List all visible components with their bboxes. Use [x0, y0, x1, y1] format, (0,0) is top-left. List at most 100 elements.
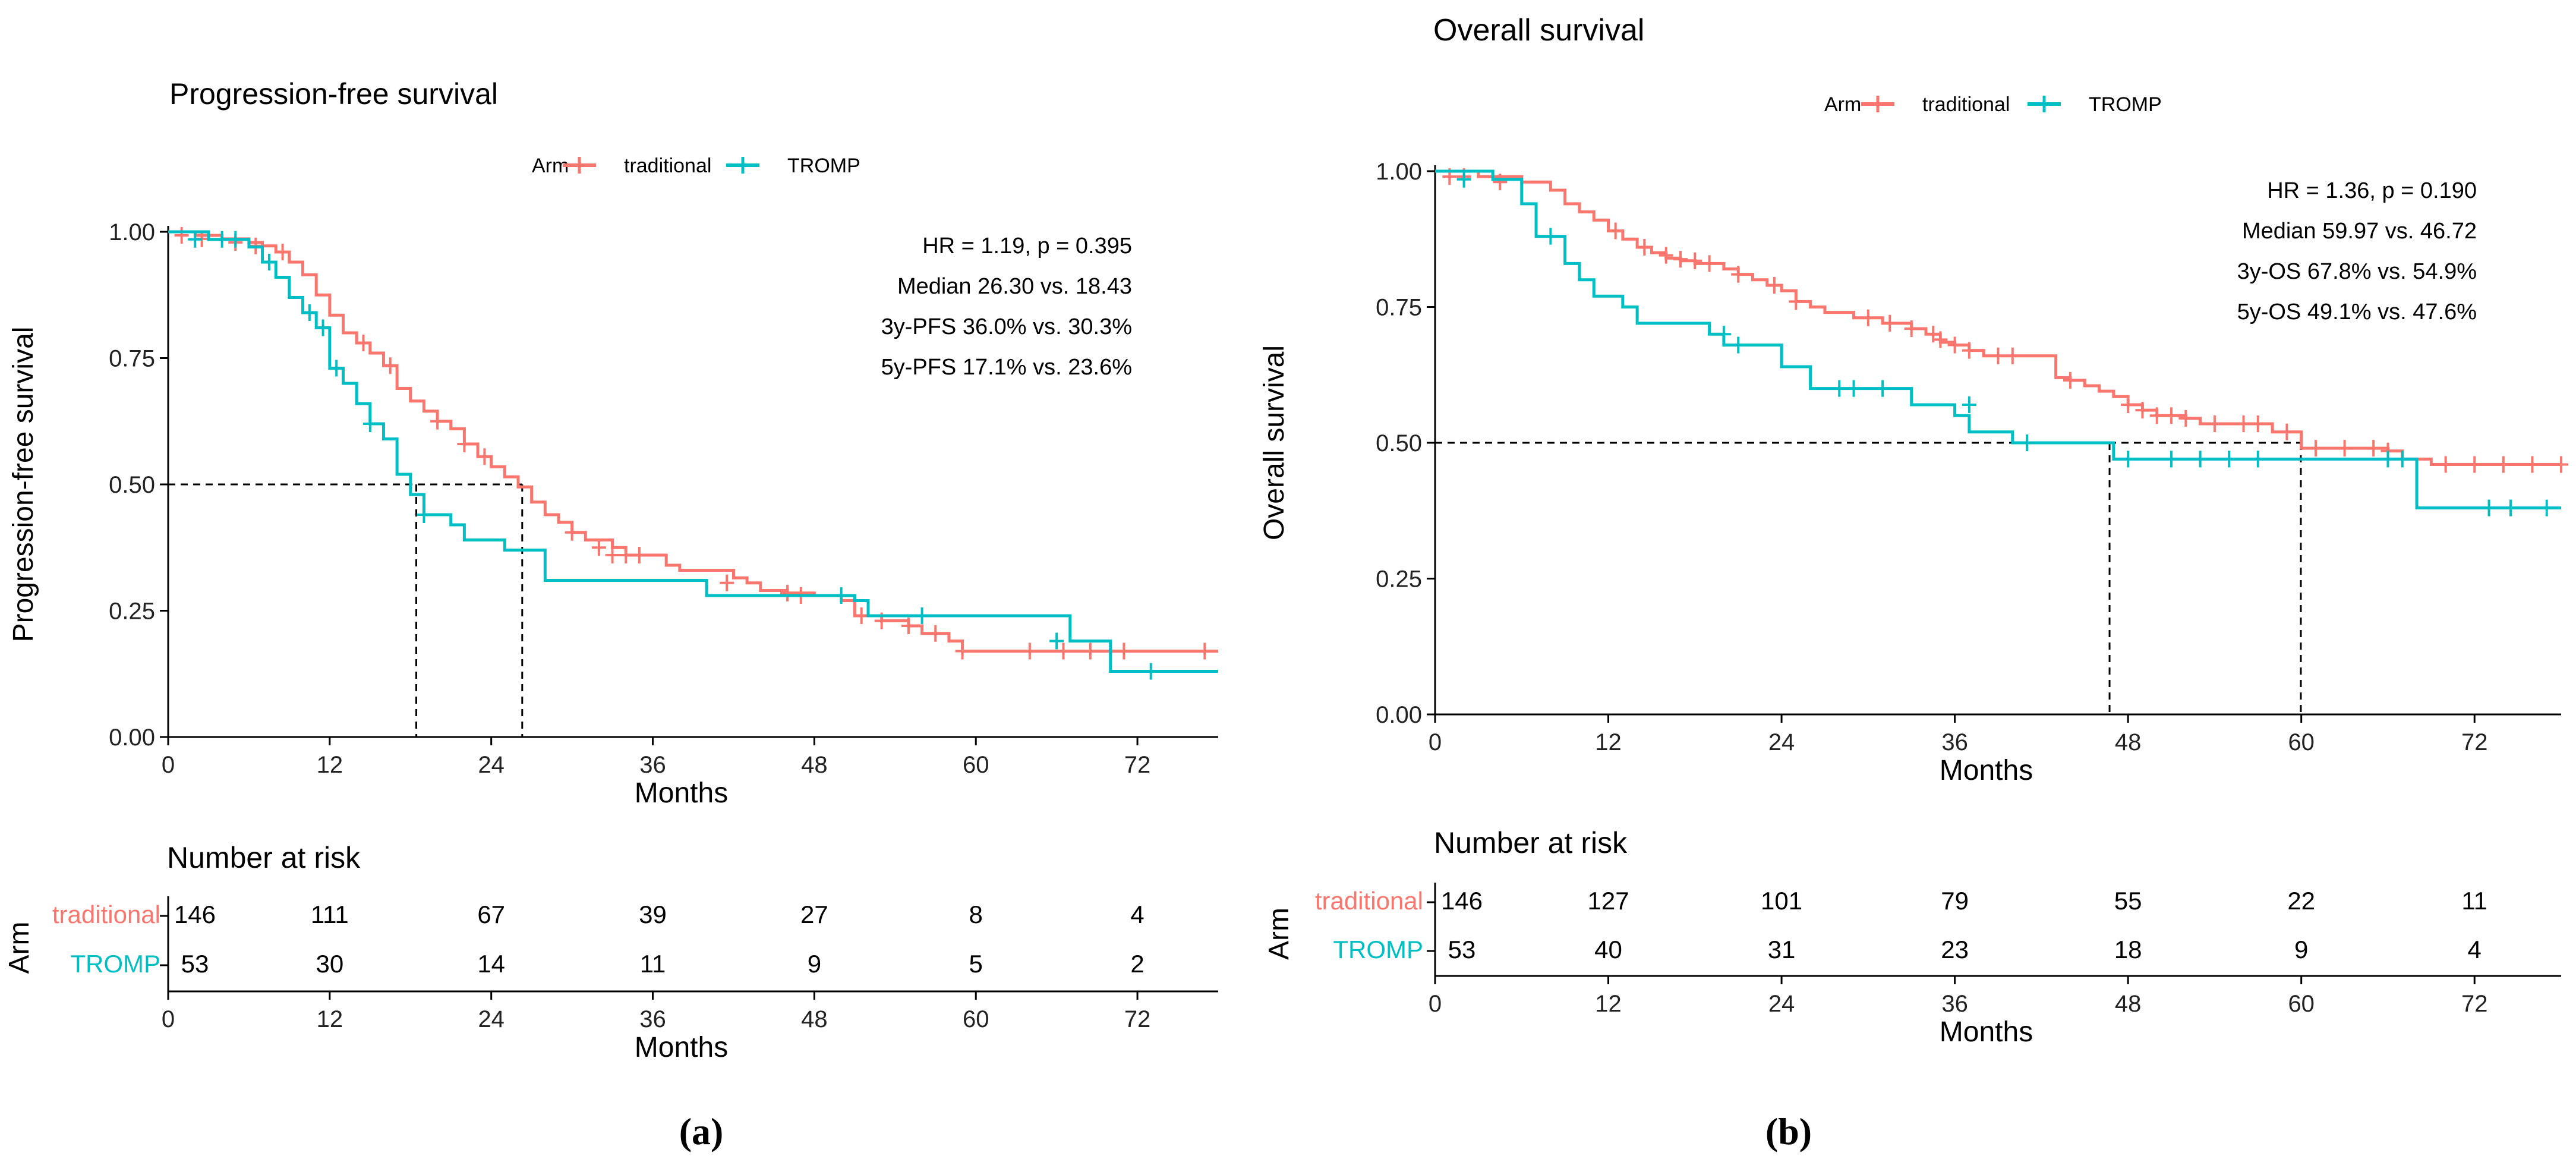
- censor-mark: [2250, 451, 2265, 468]
- legend-entry: traditional: [624, 155, 711, 177]
- y-tick-label: 0.50: [109, 472, 155, 498]
- censor-mark: [215, 231, 229, 248]
- risk-count: 39: [639, 900, 667, 928]
- x-tick-label: 36: [639, 752, 666, 778]
- censor-mark: [1702, 255, 1717, 272]
- censor-mark: [1117, 643, 1131, 660]
- stats-annotation: HR = 1.19, p = 0.395: [922, 234, 1132, 259]
- censor-mark: [2337, 440, 2352, 457]
- censor-mark: [1933, 331, 1948, 348]
- x-tick-label: 24: [478, 752, 505, 778]
- censor-mark: [2438, 456, 2453, 473]
- censor-mark: [2366, 440, 2381, 457]
- risk-x-tick-label: 0: [1429, 991, 1442, 1017]
- censor-mark: [632, 547, 647, 563]
- censor-mark: [2222, 451, 2237, 468]
- censor-mark: [477, 448, 492, 465]
- censor-mark: [2164, 451, 2179, 468]
- censor-mark: [2063, 371, 2077, 389]
- censor-mark: [2135, 402, 2150, 419]
- risk-table-x-label: Months: [635, 1032, 728, 1063]
- censor-mark: [854, 607, 869, 624]
- risk-count: 31: [1768, 936, 1796, 963]
- risk-x-tick-label: 72: [2461, 991, 2488, 1017]
- censor-mark: [1731, 336, 1746, 354]
- censor-mark: [2005, 347, 2020, 364]
- panel-caption: (b): [1765, 1110, 1812, 1152]
- censor-mark: [2121, 451, 2136, 468]
- x-tick-label: 60: [2288, 729, 2315, 755]
- risk-x-tick-label: 12: [317, 1006, 343, 1032]
- risk-count: 101: [1761, 887, 1802, 915]
- censor-mark: [1962, 396, 1976, 414]
- censor-mark: [2020, 434, 2035, 451]
- risk-count: 53: [1448, 936, 1476, 963]
- censor-mark: [1673, 251, 1688, 268]
- censor-mark: [1608, 222, 1623, 240]
- censor-mark: [834, 587, 849, 604]
- risk-x-tick-label: 72: [1124, 1006, 1151, 1032]
- censor-mark: [1659, 247, 1673, 264]
- legend-title: Arm: [532, 155, 569, 177]
- censor-mark: [1962, 342, 1976, 359]
- censor-mark: [1861, 309, 1875, 326]
- censor-mark: [457, 436, 472, 452]
- risk-count: 30: [316, 950, 343, 978]
- risk-count: 40: [1594, 936, 1622, 963]
- censor-mark: [2503, 499, 2518, 516]
- chart-panel-b: Overall survival Arm traditional TROMP 0.00 0…: [1259, 13, 2568, 1152]
- chart-panel-a: Progression-free survival Arm traditional T…: [4, 77, 1218, 1152]
- risk-count: 55: [2114, 887, 2142, 915]
- censor-mark: [188, 231, 203, 248]
- x-tick-label: 36: [1941, 729, 1968, 755]
- censor-mark: [2121, 396, 2136, 414]
- censor-mark: [2207, 415, 2222, 433]
- censor-mark: [2380, 451, 2395, 468]
- risk-table-group-label: Arm: [1263, 908, 1295, 960]
- censor-mark: [605, 547, 620, 563]
- censor-mark: [2178, 410, 2193, 427]
- censor-mark: [928, 625, 943, 642]
- censor-mark: [1991, 347, 2006, 364]
- x-tick-label: 60: [963, 752, 989, 778]
- legend-title: Arm: [1824, 93, 1861, 116]
- risk-x-tick-label: 12: [1595, 991, 1622, 1017]
- censor-mark: [275, 244, 290, 260]
- x-tick-label: 72: [1124, 752, 1151, 778]
- risk-row-label-traditional: traditional: [52, 900, 160, 928]
- x-tick-label: 12: [1595, 729, 1622, 755]
- censor-mark: [1456, 171, 1471, 188]
- censor-mark: [430, 412, 445, 430]
- risk-x-tick-label: 60: [2288, 991, 2315, 1017]
- x-tick-label: 72: [2461, 729, 2488, 755]
- censor-mark: [2236, 415, 2251, 433]
- censor-mark: [261, 254, 276, 270]
- stats-annotation: 5y-PFS 17.1% vs. 23.6%: [881, 355, 1132, 380]
- y-axis-label: Overall survival: [1259, 345, 1290, 540]
- censor-mark: [2149, 407, 2164, 424]
- risk-count: 5: [969, 950, 983, 978]
- censor-mark: [1143, 663, 1158, 680]
- censor-mark: [1197, 643, 1212, 660]
- survival-curve-tromp: [1435, 169, 2561, 510]
- censor-mark: [2554, 456, 2568, 473]
- panel-caption: (a): [679, 1110, 724, 1152]
- risk-count: 67: [477, 900, 505, 928]
- risk-count: 2: [1130, 950, 1144, 978]
- risk-count: 146: [174, 900, 216, 928]
- censor-mark: [1767, 276, 1782, 294]
- y-tick-label: 0.75: [109, 346, 155, 372]
- x-tick-label: 48: [2115, 729, 2142, 755]
- risk-count: 11: [2461, 887, 2487, 915]
- censor-mark: [2193, 451, 2208, 468]
- censor-mark: [780, 584, 795, 601]
- y-tick-label: 0.25: [109, 599, 155, 625]
- stats-annotation: HR = 1.36, p = 0.190: [2267, 178, 2477, 203]
- x-tick-label: 48: [801, 752, 828, 778]
- risk-count: 8: [969, 900, 983, 928]
- censor-mark: [2467, 456, 2482, 473]
- censor-mark: [1022, 643, 1037, 660]
- censor-mark: [1789, 293, 1803, 310]
- censor-mark: [2308, 440, 2323, 457]
